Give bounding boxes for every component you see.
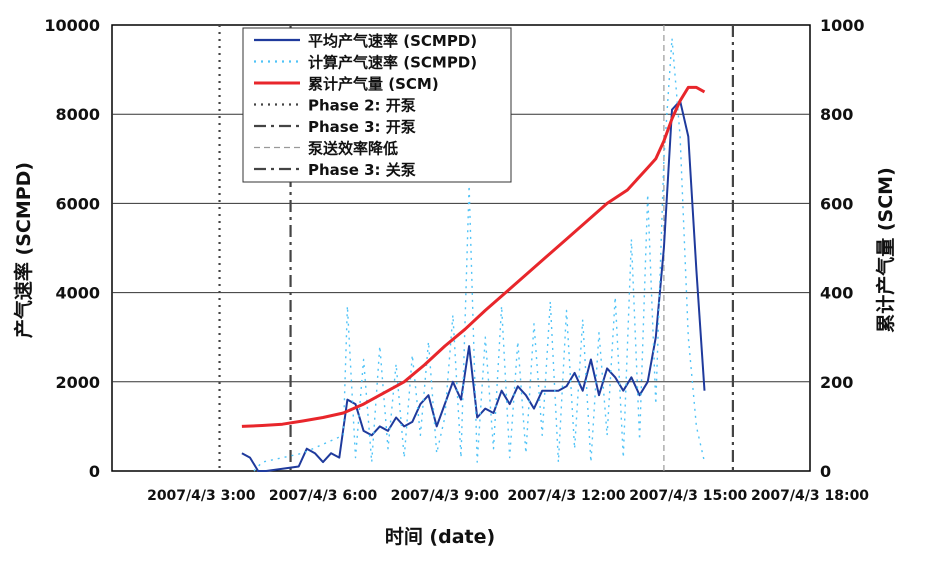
left-tick-label: 0 (89, 462, 100, 481)
right-tick-label: 200 (820, 373, 853, 392)
right-tick-label: 800 (820, 105, 853, 124)
legend-label: 平均产气速率 (SCMPD) (308, 32, 477, 50)
left-tick-label: 6000 (55, 194, 100, 213)
data-series (241, 37, 706, 472)
legend-box (242, 27, 512, 183)
legend-label: Phase 2: 开泵 (308, 97, 416, 115)
legend-label: 累计产气量 (SCM) (308, 75, 439, 93)
left-tick-label: 4000 (55, 284, 100, 303)
right-tick-label: 0 (820, 462, 831, 481)
x-tick-label: 2007/4/3 12:00 (507, 488, 625, 504)
legend-label: 计算产气速率 (SCMPD) (308, 54, 477, 72)
right-axis-ticks: 0 200 400 600 800 1000 (820, 16, 865, 481)
x-tick-label: 2007/4/3 18:00 (751, 488, 869, 504)
legend-label: Phase 3: 开泵 (308, 118, 416, 136)
left-tick-label: 2000 (55, 373, 100, 392)
right-tick-label: 600 (820, 194, 853, 213)
legend-label: Phase 3: 关泵 (308, 161, 416, 179)
right-tick-label: 1000 (820, 16, 865, 35)
x-tick-label: 2007/4/3 3:00 (147, 488, 256, 504)
legend-label: 泵送效率降低 (308, 140, 398, 158)
left-tick-label: 10000 (44, 16, 100, 35)
right-tick-label: 400 (820, 284, 853, 303)
average-rate-line (241, 99, 706, 472)
x-axis-ticks: 2007/4/3 3:00 2007/4/3 6:00 2007/4/3 9:00 2… (147, 488, 869, 504)
left-tick-label: 8000 (55, 105, 100, 124)
legend: 平均产气速率 (SCMPD) 计算产气速率 (SCMPD) 累计产气量 (SCM) P… (242, 27, 512, 183)
x-tick-label: 2007/4/3 9:00 (391, 488, 500, 504)
x-tick-label: 2007/4/3 15:00 (629, 488, 747, 504)
calculated-rate-line (253, 37, 706, 472)
left-axis-title: 产气速率 (SCMPD) (12, 162, 35, 338)
x-axis-title: 时间 (date) (385, 526, 495, 548)
cumulative-gas-line (241, 85, 706, 428)
right-axis-title: 累计产气量 (SCM) (874, 167, 897, 333)
left-axis-ticks: 0 2000 4000 6000 8000 10000 (44, 16, 100, 481)
x-tick-label: 2007/4/3 6:00 (269, 488, 378, 504)
